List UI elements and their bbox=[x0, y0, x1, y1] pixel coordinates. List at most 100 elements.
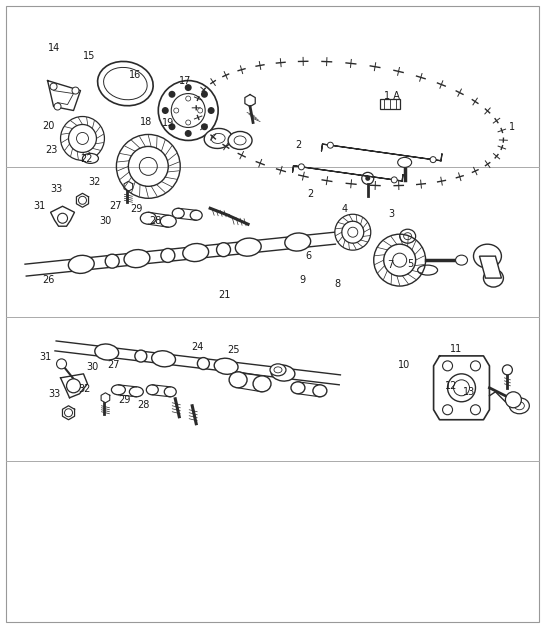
Text: 2: 2 bbox=[307, 189, 314, 198]
Text: 1: 1 bbox=[508, 122, 514, 133]
Circle shape bbox=[430, 156, 436, 163]
Circle shape bbox=[57, 359, 66, 369]
Ellipse shape bbox=[228, 131, 252, 149]
Ellipse shape bbox=[313, 385, 327, 397]
Ellipse shape bbox=[141, 212, 156, 224]
Circle shape bbox=[185, 130, 192, 137]
Circle shape bbox=[299, 164, 304, 170]
Circle shape bbox=[58, 214, 68, 223]
Circle shape bbox=[453, 380, 469, 396]
Text: 21: 21 bbox=[219, 290, 231, 300]
Circle shape bbox=[186, 96, 191, 101]
Text: 4: 4 bbox=[341, 203, 347, 214]
Circle shape bbox=[391, 177, 397, 183]
Text: 5: 5 bbox=[407, 259, 413, 269]
Ellipse shape bbox=[197, 357, 209, 369]
Ellipse shape bbox=[183, 244, 209, 262]
Text: 30: 30 bbox=[86, 362, 98, 372]
Circle shape bbox=[502, 365, 512, 375]
Ellipse shape bbox=[135, 350, 147, 362]
Circle shape bbox=[72, 87, 79, 94]
Circle shape bbox=[470, 405, 481, 414]
Ellipse shape bbox=[146, 385, 158, 395]
Circle shape bbox=[162, 107, 169, 114]
Circle shape bbox=[64, 409, 72, 417]
Text: 19: 19 bbox=[161, 118, 174, 128]
Circle shape bbox=[54, 103, 61, 110]
Ellipse shape bbox=[456, 255, 468, 265]
Circle shape bbox=[50, 83, 57, 90]
Text: 25: 25 bbox=[227, 345, 240, 355]
Ellipse shape bbox=[164, 387, 176, 397]
Text: 10: 10 bbox=[398, 360, 410, 371]
Text: 29: 29 bbox=[130, 203, 143, 214]
Ellipse shape bbox=[214, 358, 238, 374]
Ellipse shape bbox=[235, 238, 261, 256]
Ellipse shape bbox=[270, 364, 286, 376]
Ellipse shape bbox=[474, 244, 501, 268]
Ellipse shape bbox=[82, 153, 99, 163]
Text: 23: 23 bbox=[45, 145, 57, 155]
Text: 26: 26 bbox=[43, 274, 54, 284]
Ellipse shape bbox=[483, 269, 504, 287]
Text: 32: 32 bbox=[88, 178, 100, 187]
Text: 7: 7 bbox=[387, 260, 393, 270]
Ellipse shape bbox=[285, 233, 311, 251]
Ellipse shape bbox=[404, 233, 411, 240]
Circle shape bbox=[328, 142, 334, 148]
Ellipse shape bbox=[158, 80, 218, 141]
Text: 24: 24 bbox=[191, 342, 204, 352]
Text: 8: 8 bbox=[335, 279, 341, 289]
Circle shape bbox=[201, 123, 208, 130]
Ellipse shape bbox=[417, 265, 438, 275]
Polygon shape bbox=[51, 206, 75, 226]
Ellipse shape bbox=[160, 215, 176, 227]
Circle shape bbox=[66, 379, 81, 392]
Ellipse shape bbox=[105, 254, 119, 268]
Circle shape bbox=[443, 361, 452, 371]
Ellipse shape bbox=[161, 249, 175, 263]
Circle shape bbox=[447, 374, 475, 402]
Text: 22: 22 bbox=[80, 154, 93, 164]
Text: 15: 15 bbox=[83, 51, 95, 61]
Text: 28: 28 bbox=[149, 216, 162, 226]
Circle shape bbox=[185, 84, 192, 91]
Polygon shape bbox=[480, 256, 501, 278]
Ellipse shape bbox=[234, 136, 246, 145]
Ellipse shape bbox=[172, 208, 184, 219]
Ellipse shape bbox=[216, 242, 231, 257]
Circle shape bbox=[470, 361, 481, 371]
Circle shape bbox=[443, 405, 452, 414]
Ellipse shape bbox=[124, 249, 150, 268]
Circle shape bbox=[168, 123, 175, 130]
Ellipse shape bbox=[204, 129, 232, 148]
Text: 33: 33 bbox=[50, 184, 62, 193]
Ellipse shape bbox=[68, 256, 94, 273]
Ellipse shape bbox=[514, 402, 524, 409]
Circle shape bbox=[168, 91, 175, 98]
Circle shape bbox=[362, 172, 374, 185]
Ellipse shape bbox=[271, 365, 295, 381]
Text: 30: 30 bbox=[99, 216, 111, 226]
Text: 9: 9 bbox=[299, 275, 305, 285]
Circle shape bbox=[208, 107, 215, 114]
Text: 11: 11 bbox=[450, 344, 462, 354]
Text: 1 A: 1 A bbox=[384, 91, 400, 101]
Bar bbox=[380, 99, 399, 109]
Circle shape bbox=[201, 91, 208, 98]
Text: 13: 13 bbox=[463, 387, 475, 398]
Ellipse shape bbox=[211, 133, 225, 143]
Text: 6: 6 bbox=[306, 251, 312, 261]
Ellipse shape bbox=[111, 385, 125, 395]
Circle shape bbox=[365, 176, 370, 181]
Text: 27: 27 bbox=[107, 360, 120, 371]
Ellipse shape bbox=[190, 210, 202, 220]
Text: 12: 12 bbox=[445, 381, 457, 391]
Text: 20: 20 bbox=[43, 121, 54, 131]
Text: 28: 28 bbox=[137, 400, 149, 410]
Text: 31: 31 bbox=[39, 352, 51, 362]
Circle shape bbox=[505, 392, 522, 408]
Text: 16: 16 bbox=[129, 70, 142, 80]
Circle shape bbox=[174, 108, 179, 113]
Ellipse shape bbox=[171, 94, 205, 127]
